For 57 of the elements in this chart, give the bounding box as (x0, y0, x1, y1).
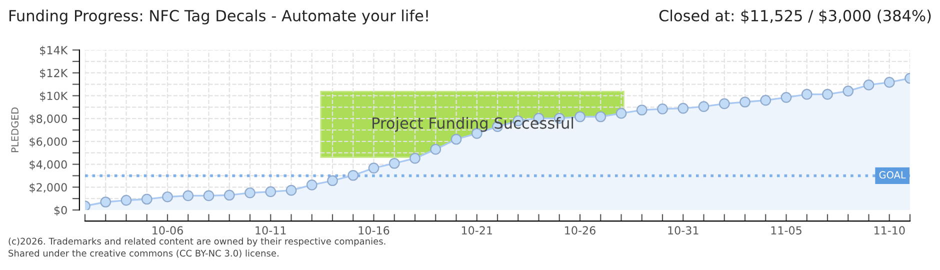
point (120, 194, 132, 206)
point (265, 186, 276, 198)
point (595, 111, 606, 122)
text: Shared under the creative commons (CC BY-NC 3.0) license. (8, 250, 278, 258)
y-tick-label: $0 (54, 206, 67, 216)
y-tick-label: $4,000 (30, 160, 67, 170)
point (801, 88, 812, 100)
point (162, 191, 173, 202)
point (348, 170, 359, 181)
point (718, 98, 730, 110)
point (388, 158, 400, 169)
point (224, 190, 235, 201)
y-tick-label: $10K (40, 91, 68, 102)
y-axis-title: PLEDGED (11, 108, 19, 152)
point (410, 152, 420, 164)
point (327, 175, 338, 186)
y-tick-label: $12K (40, 68, 68, 79)
y-tick-label: $2,000 (30, 182, 67, 193)
point (430, 144, 442, 155)
x-tick-label: 10-06 (152, 226, 183, 235)
point (286, 184, 297, 196)
point (760, 94, 772, 106)
point (822, 88, 833, 100)
point (616, 108, 627, 119)
point (678, 102, 689, 114)
point (141, 194, 152, 205)
chart-title: Funding Progress: NFC Tag Decals - Automate your life! (10, 10, 428, 24)
point (698, 101, 710, 112)
point (636, 104, 648, 116)
point (203, 190, 214, 202)
annotation: Project Funding Successful (372, 117, 574, 132)
point (740, 96, 750, 108)
text: (c)2026. Trademarks and related content are owned by their respective companies. (8, 238, 386, 246)
point (244, 187, 256, 198)
x-tick-label: 10-21 (462, 226, 492, 235)
y-tick-label: $8,000 (30, 114, 67, 124)
point (657, 104, 668, 114)
point (842, 86, 854, 96)
point (100, 196, 112, 208)
point (884, 76, 895, 88)
x-tick-label: 10-11 (256, 226, 286, 235)
point (450, 134, 462, 145)
y-tick-label: $6,000 (30, 137, 67, 148)
x-tick-label: 11-10 (874, 226, 905, 235)
chart-subtitle: Closed at: $11,525 / $3,000 (384%) (659, 10, 931, 24)
y-tick-label: $14K (40, 46, 68, 56)
point (863, 80, 874, 90)
x-tick-label: 10-31 (668, 226, 698, 235)
point (182, 190, 194, 202)
point (574, 111, 586, 122)
point (306, 180, 318, 190)
point (368, 162, 380, 174)
x-tick-label: 10-16 (358, 226, 390, 235)
x-tick-label: 10-26 (565, 226, 596, 235)
x-tick-label: 11-05 (771, 226, 802, 235)
ref-line-label: GOAL (879, 171, 906, 179)
point (780, 92, 792, 103)
